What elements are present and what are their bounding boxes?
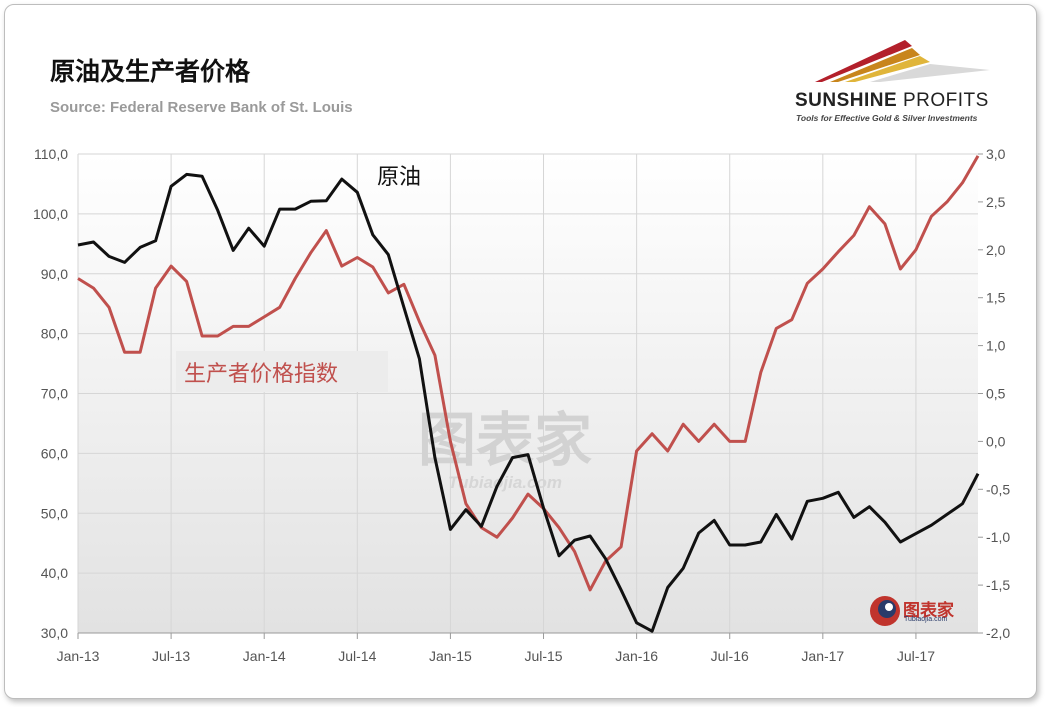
right-tick-label: -2,0: [986, 625, 1010, 641]
right-tick-label: 2,5: [986, 194, 1006, 210]
x-axis-ticks: Jan-13 Jul-13 Jan-14 Jul-14 Jan-15 Jul-15 Jan-…: [57, 633, 935, 664]
left-tick-label: 90,0: [41, 266, 68, 282]
chart-title: 原油及生产者价格: [50, 57, 251, 86]
x-tick-label: Jul-16: [711, 648, 749, 664]
logo-brand: SUNSHINE PROFITS: [795, 90, 989, 112]
x-tick-label: Jan-17: [801, 648, 844, 664]
watermark-badge-text: 图表家: [903, 601, 954, 621]
grid-lines: [77, 153, 978, 633]
chart-source: Source: Federal Reserve Bank of St. Loui…: [50, 99, 353, 116]
watermark-badge-icon: [870, 596, 900, 626]
left-axis-ticks: 110,0 100,0 90,0 80,0 70,0 60,0 50,0 40,0 30,0: [33, 146, 68, 641]
left-tick-label: 60,0: [41, 445, 68, 461]
watermark-center-subtext: Tubiaojia.com: [448, 473, 562, 492]
right-axis-ticks: 3,0 2,5 2,0 1,5 1,0 0,5 0,0 -0,5 -1,0 -1,5 -2,0: [978, 146, 1010, 641]
series-label-ppi: 生产者价格指数: [184, 362, 338, 387]
left-tick-label: 80,0: [41, 326, 68, 342]
right-tick-label: -1,0: [986, 529, 1010, 545]
right-tick-label: -1,5: [986, 577, 1010, 593]
series-label-oil: 原油: [377, 165, 421, 190]
logo-tagline: Tools for Effective Gold & Silver Invest…: [796, 113, 978, 123]
x-tick-label: Jan-15: [429, 648, 472, 664]
x-tick-label: Jul-15: [524, 648, 562, 664]
x-tick-label: Jul-13: [152, 648, 190, 664]
watermark-badge-subtext: Tubiaojia.com: [904, 616, 948, 623]
x-tick-label: Jan-14: [243, 648, 286, 664]
x-tick-label: Jul-14: [338, 648, 376, 664]
right-tick-label: 2,0: [986, 242, 1006, 258]
left-tick-label: 40,0: [41, 565, 68, 581]
left-tick-label: 110,0: [34, 146, 68, 162]
left-tick-label: 30,0: [41, 625, 68, 641]
right-tick-label: -0,5: [986, 481, 1010, 497]
series-points: [77, 155, 979, 632]
logo-brand-bold: SUNSHINE: [795, 90, 898, 111]
right-tick-label: 3,0: [986, 146, 1006, 162]
x-tick-label: Jan-16: [615, 648, 658, 664]
right-tick-label: 1,5: [986, 290, 1006, 306]
x-tick-label: Jul-17: [897, 648, 935, 664]
right-tick-label: 1,0: [986, 338, 1006, 354]
ppi-label-box: [176, 351, 388, 392]
left-tick-label: 100,0: [33, 206, 68, 222]
x-tick-label: Jan-13: [57, 648, 100, 664]
right-tick-label: 0,0: [986, 433, 1006, 449]
left-tick-label: 50,0: [41, 505, 68, 521]
logo-brand-thin: PROFITS: [902, 90, 989, 111]
right-tick-label: 0,5: [986, 386, 1006, 402]
sunshine-profits-logo-icon: [815, 40, 990, 82]
left-tick-label: 70,0: [41, 386, 68, 402]
watermark-center-text: 图表家: [418, 406, 592, 474]
